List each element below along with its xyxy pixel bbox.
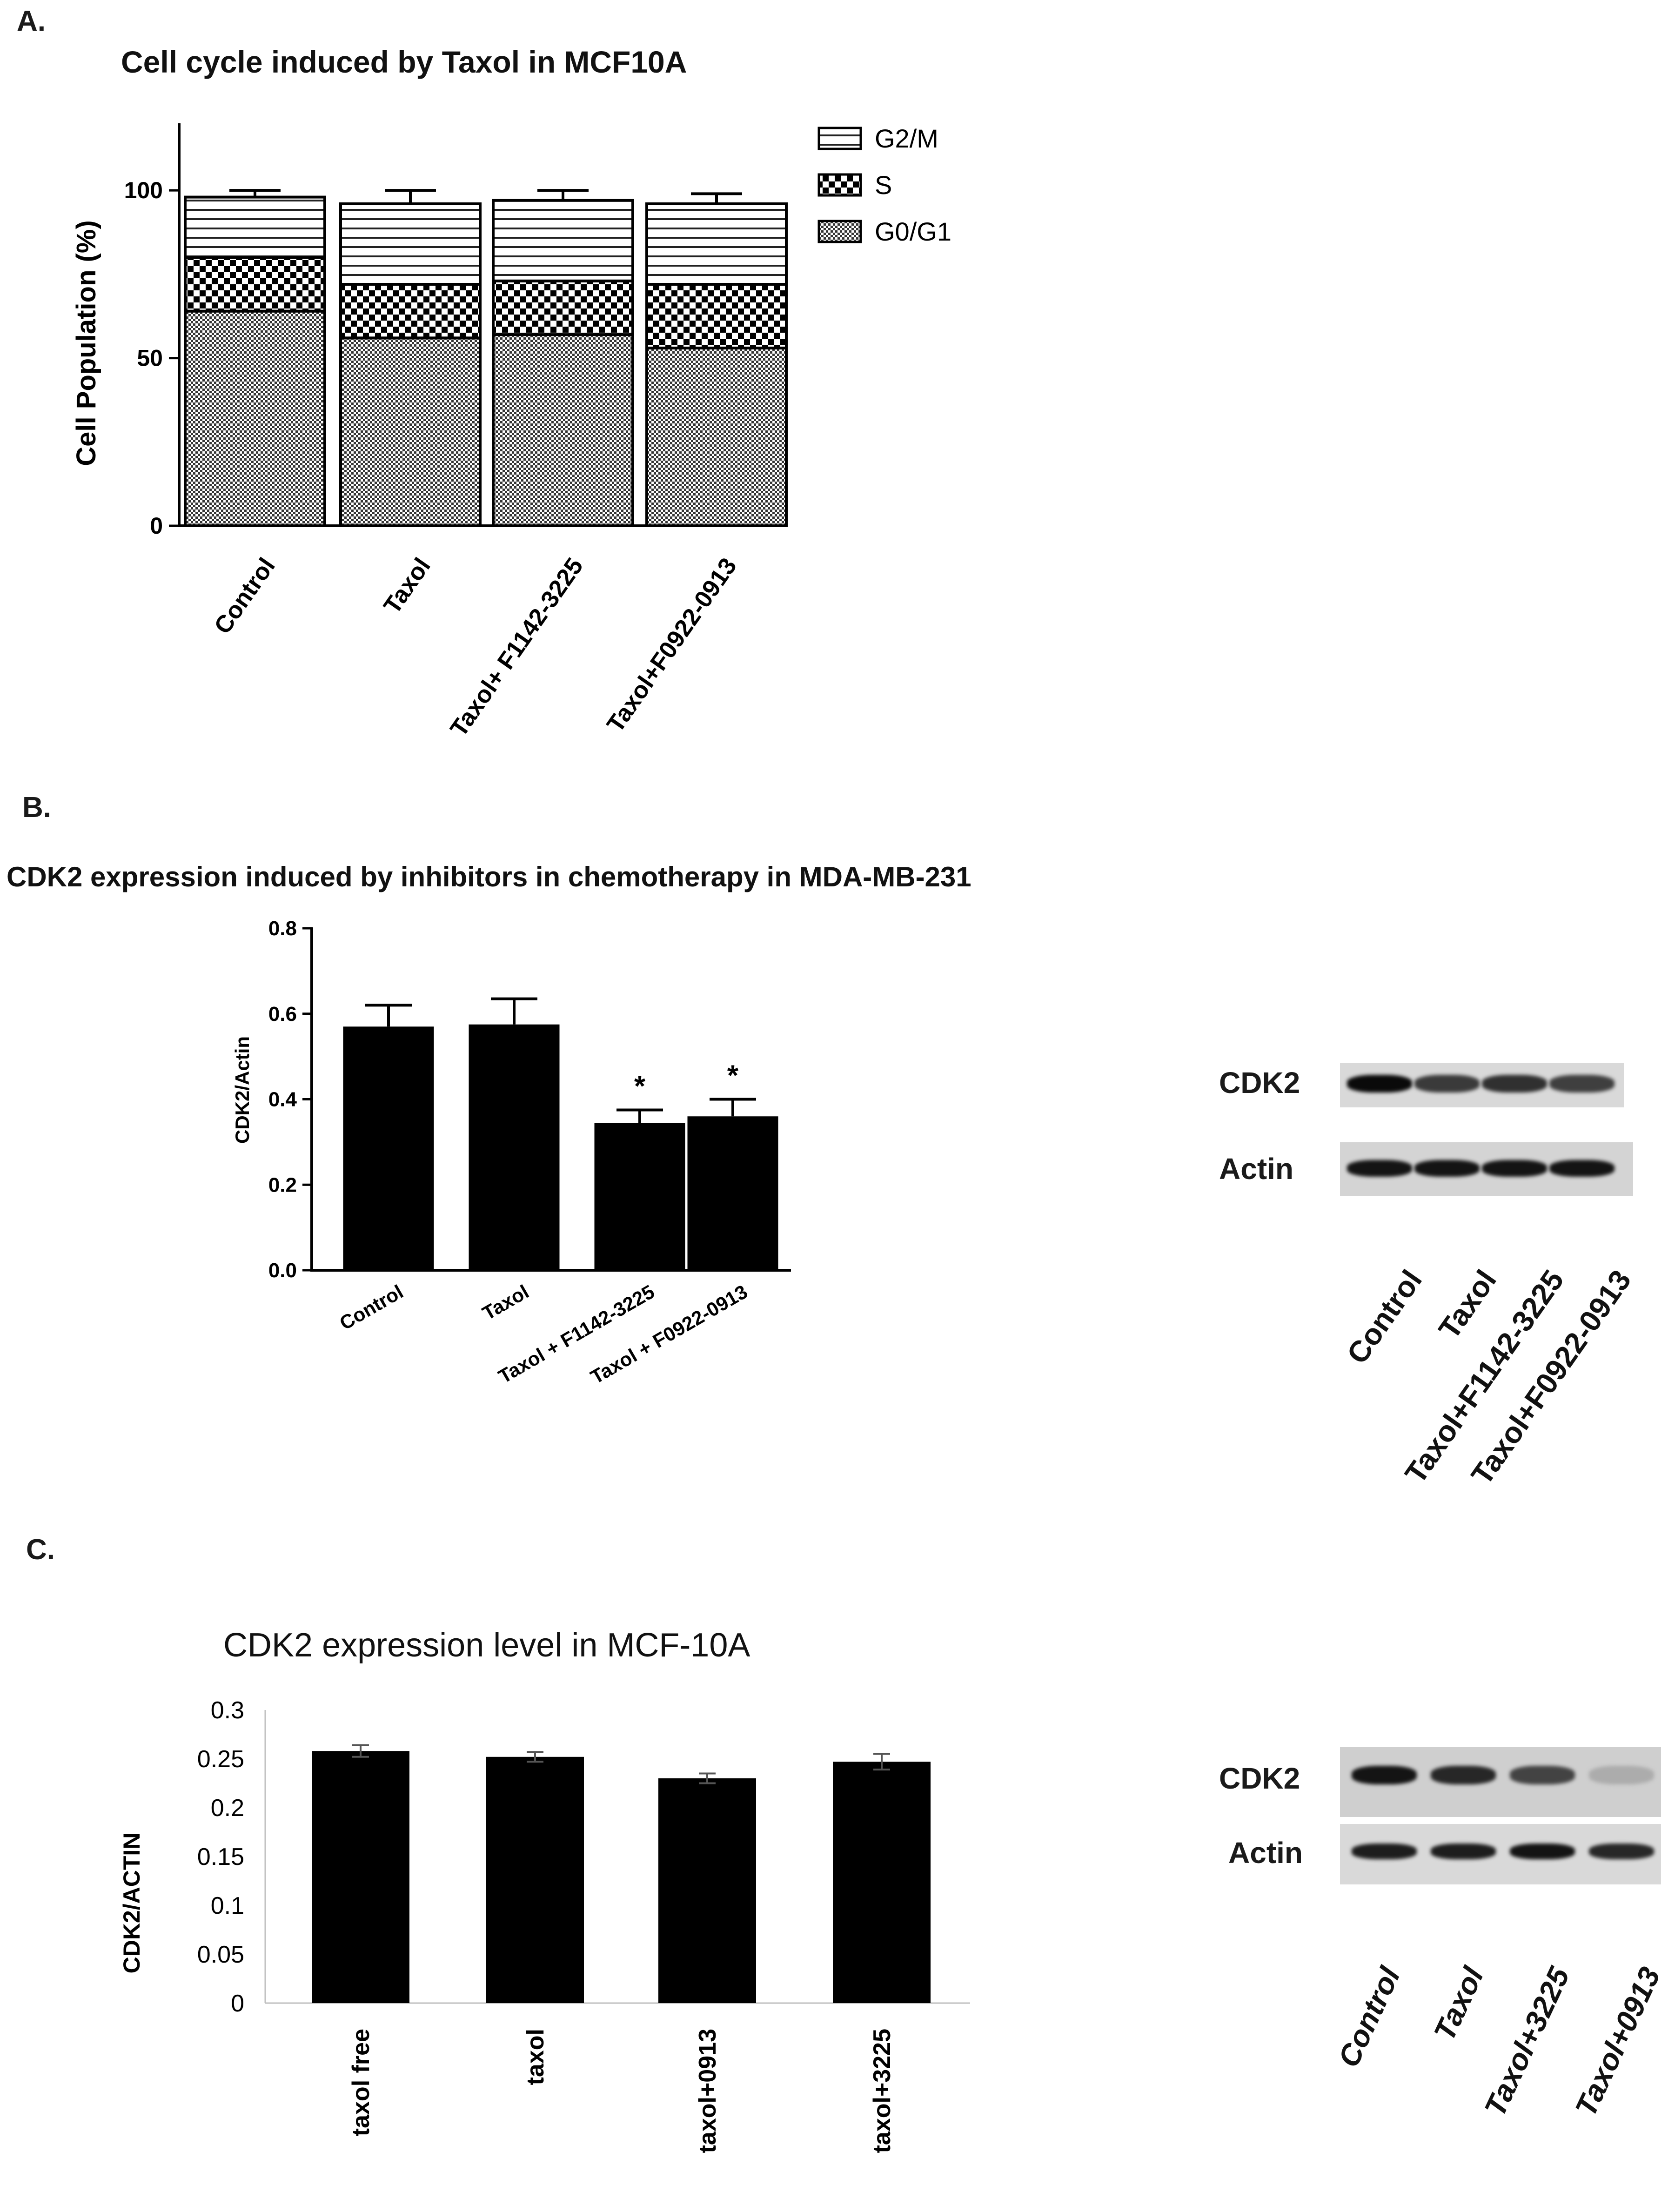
significance-marker: * [634, 1070, 646, 1102]
y-axis-label: Cell Population (%) [71, 220, 101, 466]
blot-band [1352, 1766, 1417, 1784]
panel-letter-a: A. [17, 5, 46, 37]
y-tick-label: 0 [231, 1990, 244, 2017]
blot-band [1431, 1843, 1496, 1859]
y-tick-label: 0.2 [211, 1795, 244, 1822]
bar [343, 1026, 434, 1270]
y-tick-label: 0.2 [268, 1173, 297, 1196]
y-tick-label: 0.25 [197, 1746, 244, 1773]
y-tick-label: 0.6 [268, 1003, 297, 1026]
blot-band [1549, 1160, 1615, 1177]
bar-segment-g2m [339, 202, 482, 286]
blot-band [1431, 1766, 1496, 1784]
bar [312, 1751, 409, 2003]
blot-band [1510, 1843, 1575, 1859]
legend-label: G2/M [875, 124, 938, 153]
y-tick-label: 0.1 [211, 1892, 244, 1919]
x-tick-label: taxol+3225 [869, 2029, 896, 2153]
y-tick-label: 0.0 [268, 1259, 297, 1282]
blot-b-actin-label: Actin [1219, 1152, 1293, 1186]
blot-band [1414, 1160, 1480, 1177]
blot-band [1510, 1766, 1575, 1784]
blot-c-actin-label: Actin [1228, 1836, 1303, 1870]
y-tick-label: 50 [137, 345, 163, 371]
blot-b-cdk2-label: CDK2 [1219, 1066, 1300, 1099]
bar-segment-g2m [645, 202, 788, 286]
bar [594, 1123, 685, 1270]
bar [658, 1778, 756, 2003]
bar-segment-g0g1 [339, 336, 482, 527]
y-axis-label: CDK2/Actin [231, 1036, 253, 1144]
bar-segment-g0g1 [645, 346, 788, 527]
panel-letter-b: B. [22, 791, 51, 824]
legend-swatch-s [817, 173, 862, 197]
y-tick-label: 0.3 [211, 1697, 244, 1724]
legend-swatch-g0g1 [817, 220, 862, 243]
significance-marker: * [727, 1060, 739, 1092]
bar-segment-s [492, 279, 634, 336]
legend-label: S [875, 170, 892, 200]
y-tick-label: 0.15 [197, 1843, 244, 1870]
blot-band [1414, 1075, 1480, 1093]
x-tick-label: taxol+0913 [694, 2029, 721, 2153]
y-tick-label: 100 [124, 177, 163, 203]
panel-letter-c: C. [26, 1534, 55, 1566]
blot-band [1347, 1160, 1412, 1177]
blot-band [1352, 1843, 1417, 1859]
y-tick-label: 0.8 [268, 917, 297, 940]
y-tick-label: 0.05 [197, 1941, 244, 1968]
bar-segment-s [339, 283, 482, 340]
bar [687, 1116, 778, 1270]
x-tick-label: taxol [522, 2029, 549, 2085]
blot-band [1482, 1075, 1547, 1093]
bar-segment-s [645, 283, 788, 349]
blot-band [1549, 1075, 1615, 1093]
blot-band [1482, 1160, 1547, 1177]
blot-band [1589, 1766, 1654, 1784]
y-tick-label: 0 [150, 513, 163, 539]
legend-swatch-g2m [817, 127, 862, 150]
legend-label: G0/G1 [875, 217, 951, 246]
bar [486, 1756, 584, 2003]
blot-band [1347, 1075, 1412, 1093]
chart-c-title: CDK2 expression level in MCF-10A [223, 1627, 750, 1664]
blot-c-cdk2-label: CDK2 [1219, 1762, 1300, 1795]
y-tick-label: 0.4 [268, 1088, 297, 1111]
chart-a-title: Cell cycle induced by Taxol in MCF10A [121, 45, 687, 79]
blot-band [1589, 1843, 1654, 1859]
bar-segment-g0g1 [492, 333, 634, 527]
x-tick-label: taxol free [348, 2029, 375, 2136]
bar [833, 1762, 931, 2003]
bar-segment-g2m [184, 195, 326, 259]
y-axis-label: CDK2/ACTIN [119, 1833, 145, 1974]
bar [469, 1024, 560, 1270]
chart-b-title: CDK2 expression induced by inhibitors in… [7, 861, 972, 892]
